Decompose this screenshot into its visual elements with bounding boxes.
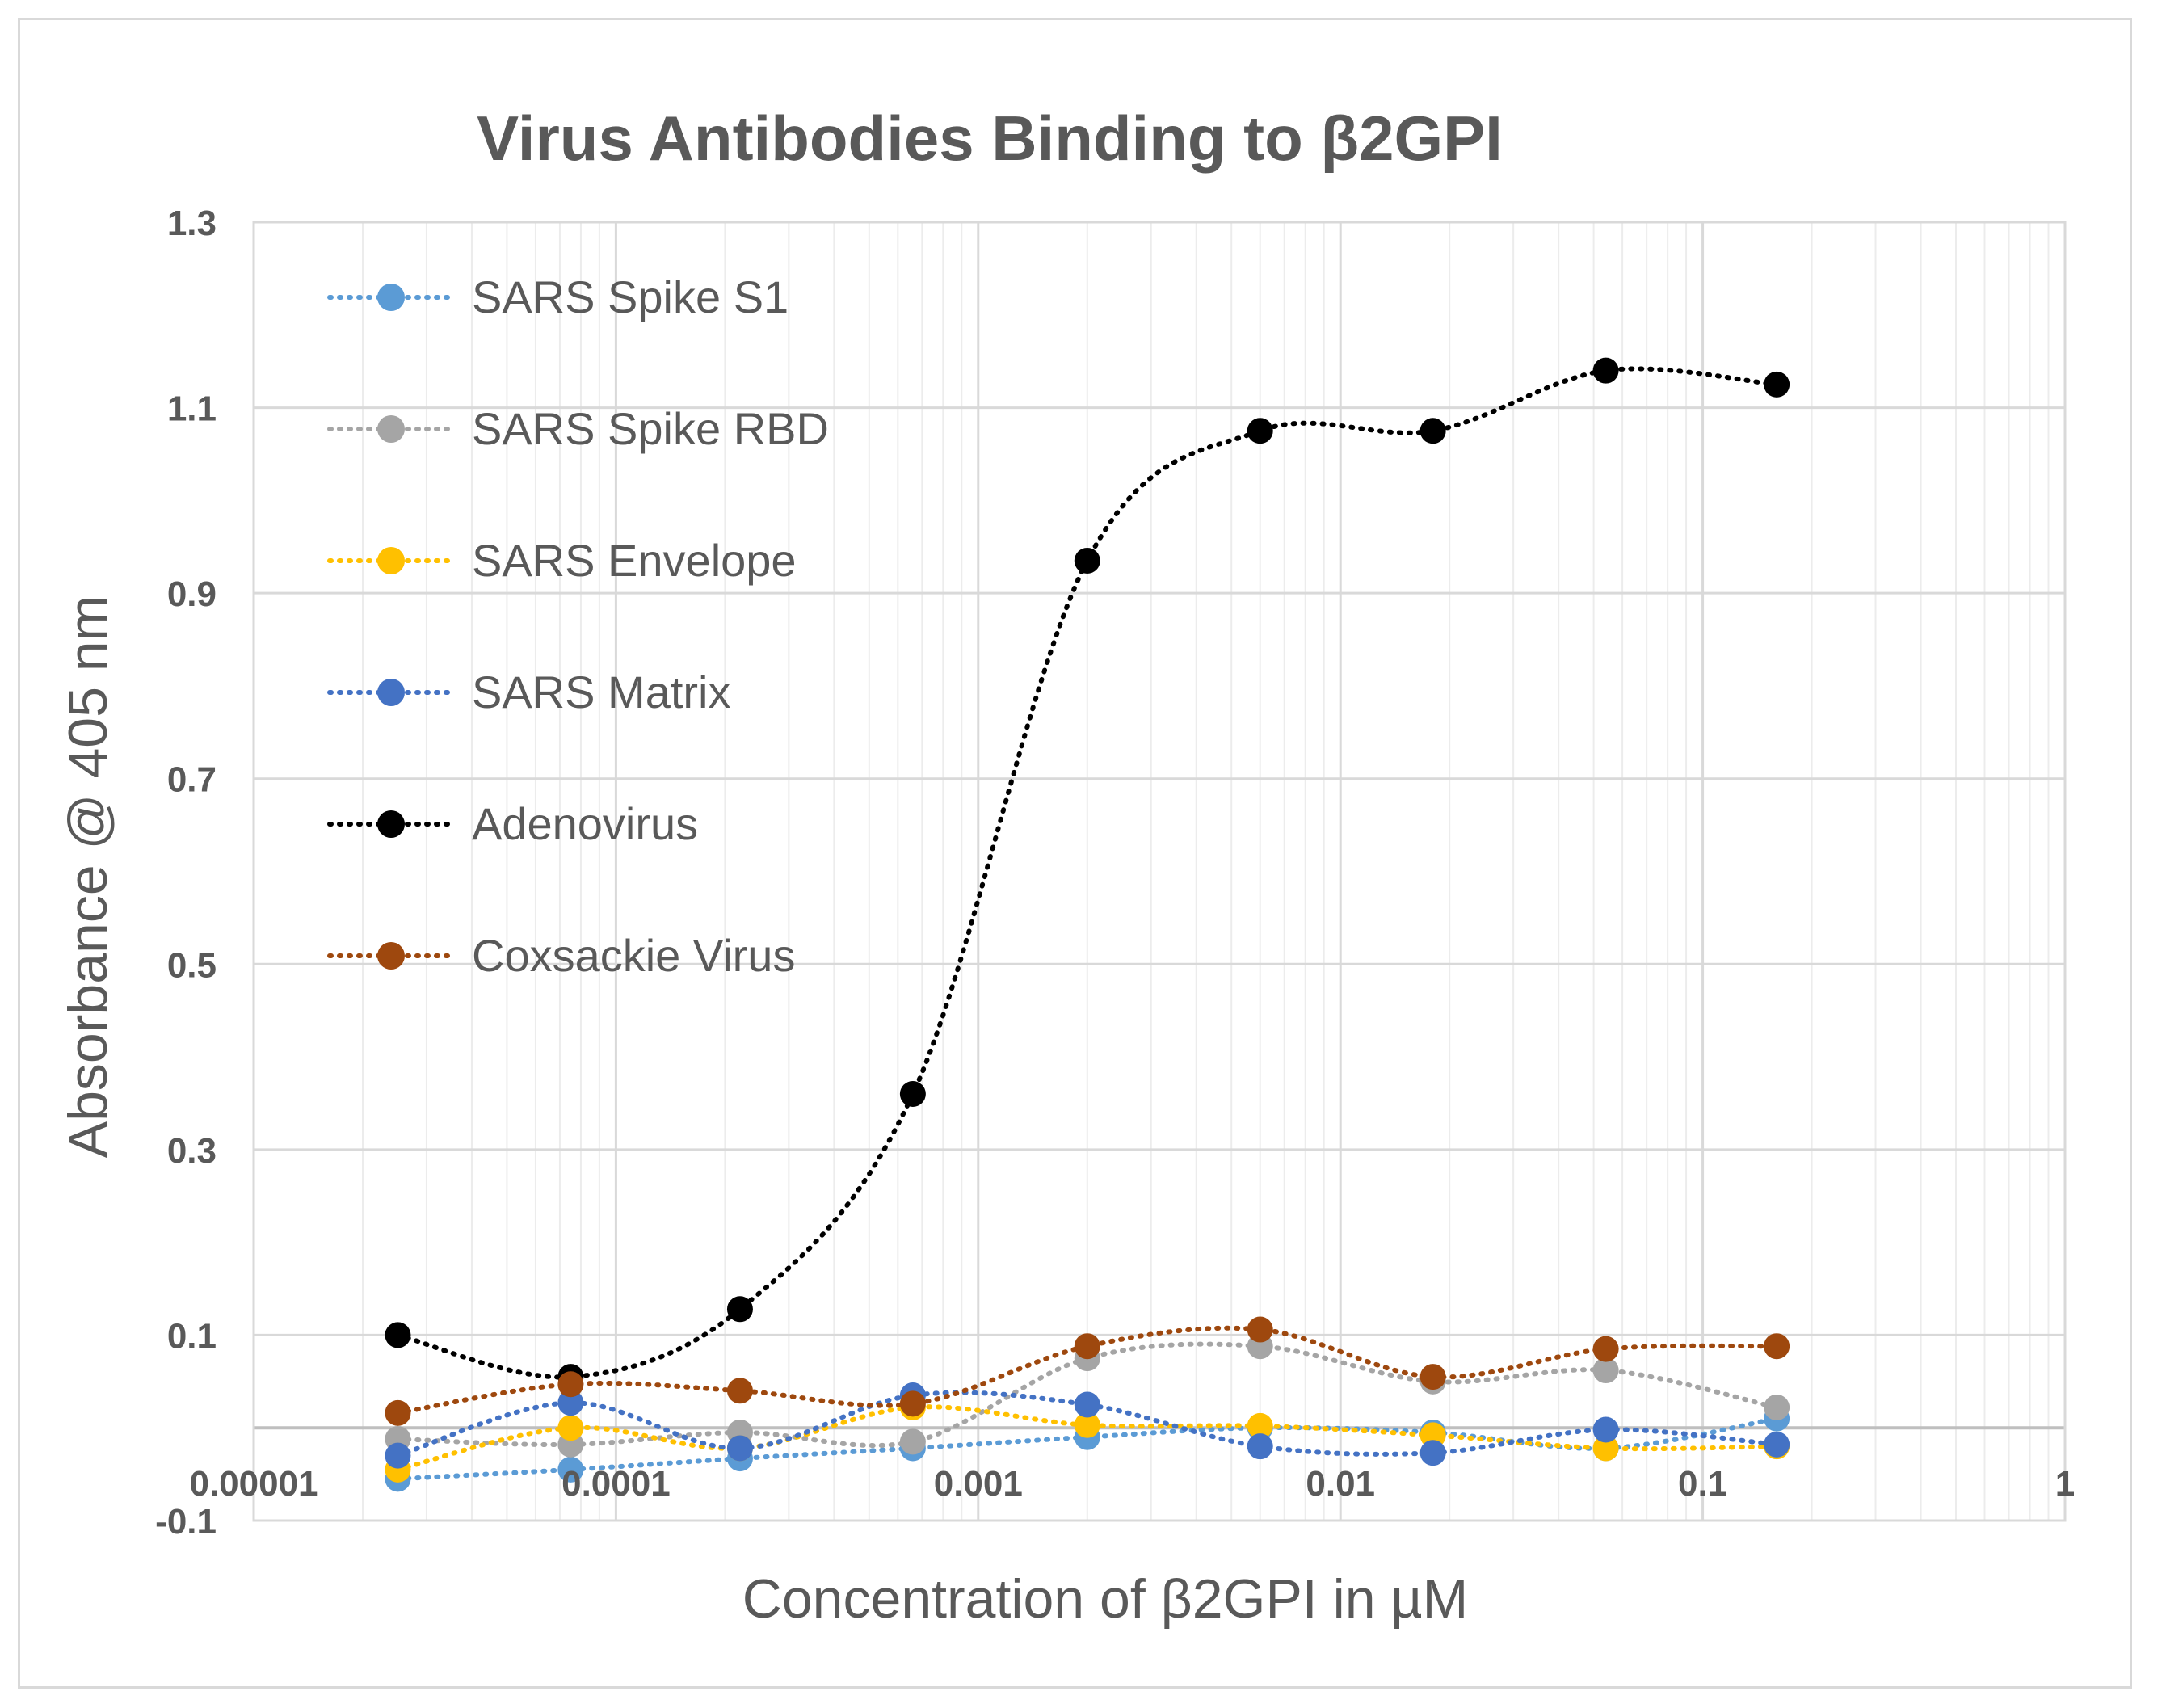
legend-item-sars-envelope: SARS Envelope xyxy=(327,535,797,586)
data-point-adenovirus xyxy=(899,1080,926,1107)
data-point-sars-envelope xyxy=(557,1415,584,1441)
data-point-sars-spike-rbd xyxy=(1592,1357,1619,1384)
x-tick-labels: 0.00001 0.0001 0.001 0.01 0.1 1 xyxy=(189,1464,2075,1504)
data-point-sars-spike-rbd xyxy=(899,1428,926,1455)
x-tick-label: 0.1 xyxy=(1678,1464,1727,1504)
data-point-sars-envelope xyxy=(1592,1435,1619,1462)
data-point-sars-matrix xyxy=(1419,1440,1446,1466)
data-point-coxsackie-virus xyxy=(1419,1364,1446,1390)
data-point-sars-envelope xyxy=(1247,1412,1273,1439)
x-tick-label: 0.001 xyxy=(934,1464,1023,1504)
data-point-adenovirus xyxy=(1592,357,1619,384)
series-coxsackie-virus xyxy=(385,1316,1790,1426)
x-axis-label: Concentration of β2GPI in µM xyxy=(742,1568,1468,1630)
legend-item-sars-spike-s1: SARS Spike S1 xyxy=(327,271,789,322)
series-line-adenovirus xyxy=(395,366,1780,1380)
y-tick-label: 1.3 xyxy=(167,204,217,243)
data-point-adenovirus xyxy=(1247,418,1273,444)
y-tick-label: 0.9 xyxy=(167,574,217,614)
data-point-sars-spike-rbd xyxy=(1764,1394,1790,1420)
y-tick-label: -0.1 xyxy=(155,1502,217,1542)
series-sars-matrix xyxy=(385,1382,1790,1469)
data-point-coxsackie-virus xyxy=(1592,1336,1619,1362)
x-tick-label: 0.00001 xyxy=(189,1464,318,1504)
data-point-adenovirus xyxy=(726,1296,753,1323)
legend-label: SARS Spike S1 xyxy=(472,271,789,322)
legend-item-sars-spike-rbd: SARS Spike RBD xyxy=(327,403,829,454)
series-line-coxsackie-virus xyxy=(395,1325,1780,1416)
legend-label: SARS Envelope xyxy=(472,535,797,586)
legend-marker xyxy=(377,547,405,574)
chart-title: Virus Antibodies Binding to β2GPI xyxy=(477,103,1503,174)
data-point-adenovirus xyxy=(1764,371,1790,398)
legend-label: Coxsackie Virus xyxy=(472,930,795,981)
x-tick-label: 1 xyxy=(2055,1464,2075,1504)
x-tick-label: 0.0001 xyxy=(561,1464,671,1504)
x-tick-label: 0.01 xyxy=(1306,1464,1375,1504)
data-point-adenovirus xyxy=(385,1322,411,1348)
legend-marker xyxy=(377,284,405,311)
data-point-coxsackie-virus xyxy=(1074,1333,1100,1360)
data-point-adenovirus xyxy=(1419,418,1446,444)
legend-item-coxsackie-virus: Coxsackie Virus xyxy=(327,930,795,981)
data-point-sars-matrix xyxy=(726,1435,753,1462)
data-point-sars-matrix xyxy=(1592,1416,1619,1443)
data-point-sars-envelope xyxy=(1074,1411,1100,1438)
data-point-sars-matrix xyxy=(557,1390,584,1416)
y-tick-label: 0.3 xyxy=(167,1131,217,1171)
data-point-coxsackie-virus xyxy=(557,1371,584,1398)
data-point-coxsackie-virus xyxy=(1764,1333,1790,1360)
legend-marker xyxy=(377,679,405,706)
data-point-adenovirus xyxy=(1074,547,1100,574)
legend-label: SARS Matrix xyxy=(472,667,731,717)
data-point-coxsackie-virus xyxy=(385,1399,411,1426)
series-layer xyxy=(385,357,1790,1492)
plot-border xyxy=(252,221,2067,1522)
data-point-sars-matrix xyxy=(1074,1391,1100,1418)
y-axis-label: Absorbance @ 405 nm xyxy=(57,595,119,1159)
y-tick-label: 0.5 xyxy=(167,945,217,985)
y-tick-label: 0.7 xyxy=(167,760,217,800)
data-point-coxsackie-virus xyxy=(1247,1316,1273,1343)
legend-marker xyxy=(377,415,405,443)
data-point-sars-matrix xyxy=(1764,1431,1790,1458)
data-point-coxsackie-virus xyxy=(726,1378,753,1404)
data-point-sars-spike-s1 xyxy=(557,1456,584,1483)
legend-label: Adenovirus xyxy=(472,798,698,849)
series-adenovirus xyxy=(385,357,1790,1390)
legend-marker xyxy=(377,810,405,838)
y-tick-labels: -0.1 0.1 0.3 0.5 0.7 0.9 1.1 1.3 xyxy=(155,204,217,1542)
data-point-sars-matrix xyxy=(385,1442,411,1469)
data-point-coxsackie-virus xyxy=(899,1390,926,1417)
series-line-sars-envelope xyxy=(395,1404,1780,1472)
legend-item-sars-matrix: SARS Matrix xyxy=(327,667,731,717)
legend-label: SARS Spike RBD xyxy=(472,403,829,454)
legend-marker xyxy=(377,942,405,970)
data-point-sars-matrix xyxy=(1247,1433,1273,1460)
y-tick-label: 1.1 xyxy=(167,389,217,429)
y-tick-label: 0.1 xyxy=(167,1316,217,1356)
legend-item-adenovirus: Adenovirus xyxy=(327,798,698,849)
legend: SARS Spike S1 SARS Spike RBD SARS Envelope… xyxy=(327,271,829,981)
